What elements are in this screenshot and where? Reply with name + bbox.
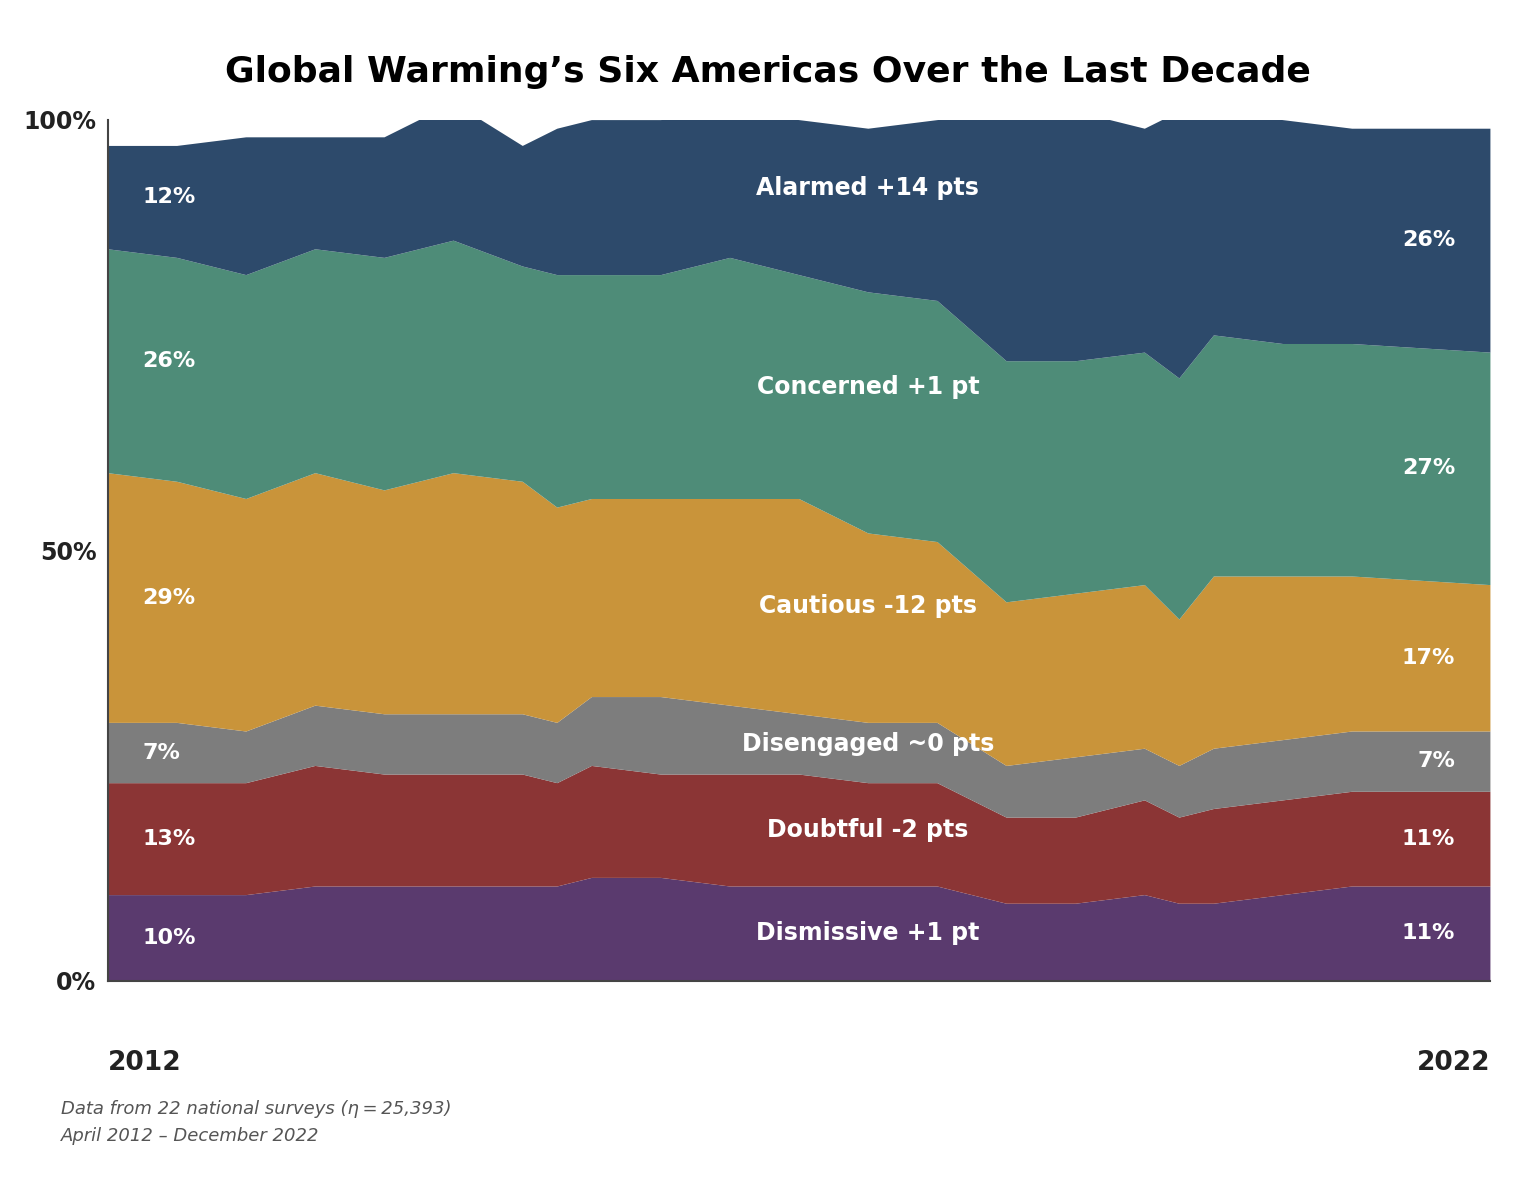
Text: 2022: 2022 (1416, 1050, 1490, 1075)
Text: 10%: 10% (141, 928, 195, 947)
Text: 11%: 11% (1402, 923, 1456, 944)
Text: Cautious -12 pts: Cautious -12 pts (759, 594, 977, 618)
Text: Global Warming’s Six Americas Over the Last Decade: Global Warming’s Six Americas Over the L… (226, 55, 1310, 89)
Text: Concerned +1 pt: Concerned +1 pt (757, 374, 978, 398)
Text: 27%: 27% (1402, 458, 1456, 478)
Text: 13%: 13% (141, 829, 195, 849)
Text: Dismissive +1 pt: Dismissive +1 pt (756, 921, 980, 945)
Text: 26%: 26% (1402, 230, 1456, 250)
Text: 29%: 29% (141, 587, 195, 608)
Text: 7%: 7% (1418, 751, 1456, 771)
Text: 12%: 12% (141, 187, 195, 207)
Text: Doubtful -2 pts: Doubtful -2 pts (766, 818, 969, 842)
Text: 2012: 2012 (108, 1050, 181, 1075)
Text: 17%: 17% (1402, 648, 1456, 667)
Text: Data from 22 national surveys (η = 25,393)
April 2012 – December 2022: Data from 22 national surveys (η = 25,39… (61, 1100, 452, 1145)
Text: Disengaged ~0 pts: Disengaged ~0 pts (742, 732, 994, 756)
Text: Alarmed +14 pts: Alarmed +14 pts (756, 177, 980, 201)
Text: 11%: 11% (1402, 829, 1456, 849)
Text: 7%: 7% (141, 743, 180, 763)
Text: 26%: 26% (141, 350, 195, 371)
